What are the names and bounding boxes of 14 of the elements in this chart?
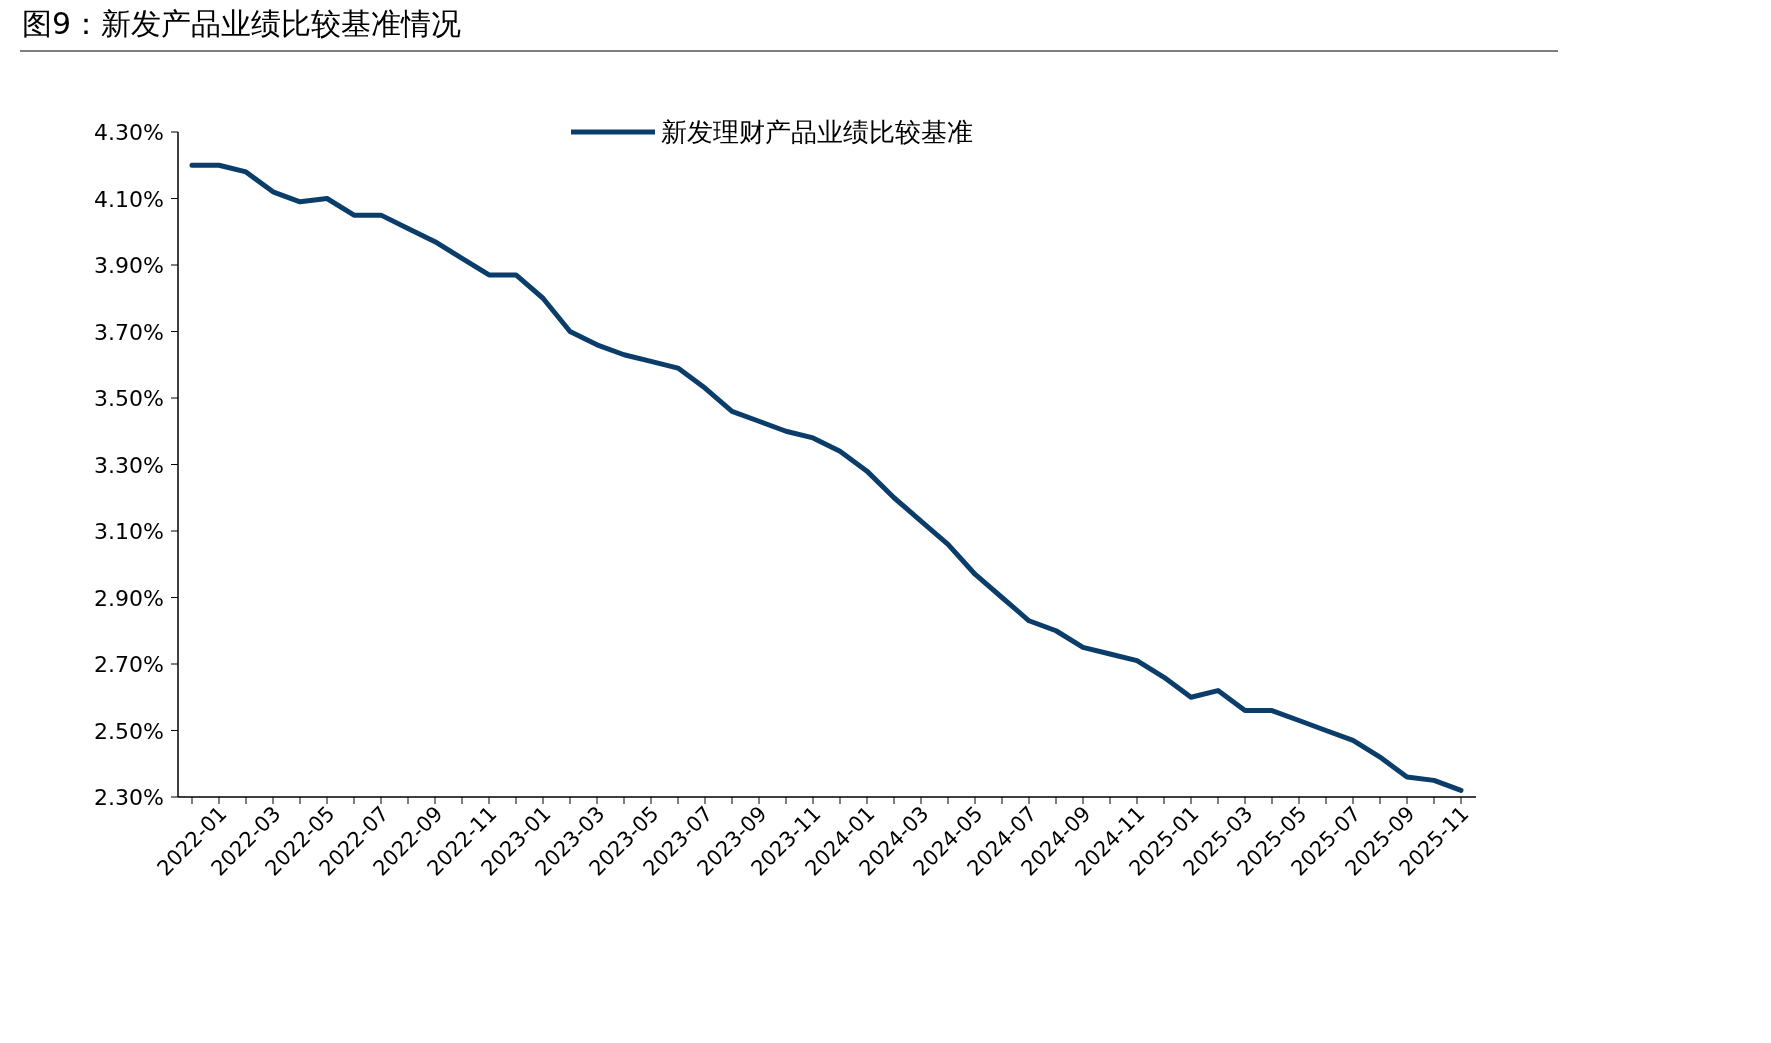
title: 图9：新发产品业绩比较基准情况	[22, 6, 462, 41]
y-tick-label: 3.70%	[94, 319, 164, 345]
legend: 新发理财产品业绩比较基准	[571, 117, 973, 147]
y-tick-label: 4.30%	[94, 120, 164, 145]
legend-label: 新发理财产品业绩比较基准	[661, 117, 973, 147]
y-tick-label: 3.50%	[94, 386, 164, 411]
y-tick-label: 4.10%	[94, 186, 164, 212]
y-tick-label: 2.70%	[94, 652, 164, 677]
y-tick-label: 2.90%	[94, 585, 164, 611]
y-tick-label: 3.30%	[94, 452, 164, 478]
y-tick-label: 3.10%	[94, 519, 164, 544]
y-tick-label: 2.50%	[94, 718, 164, 744]
y-tick-label: 3.90%	[94, 253, 164, 278]
y-tick-label: 2.30%	[94, 785, 164, 810]
